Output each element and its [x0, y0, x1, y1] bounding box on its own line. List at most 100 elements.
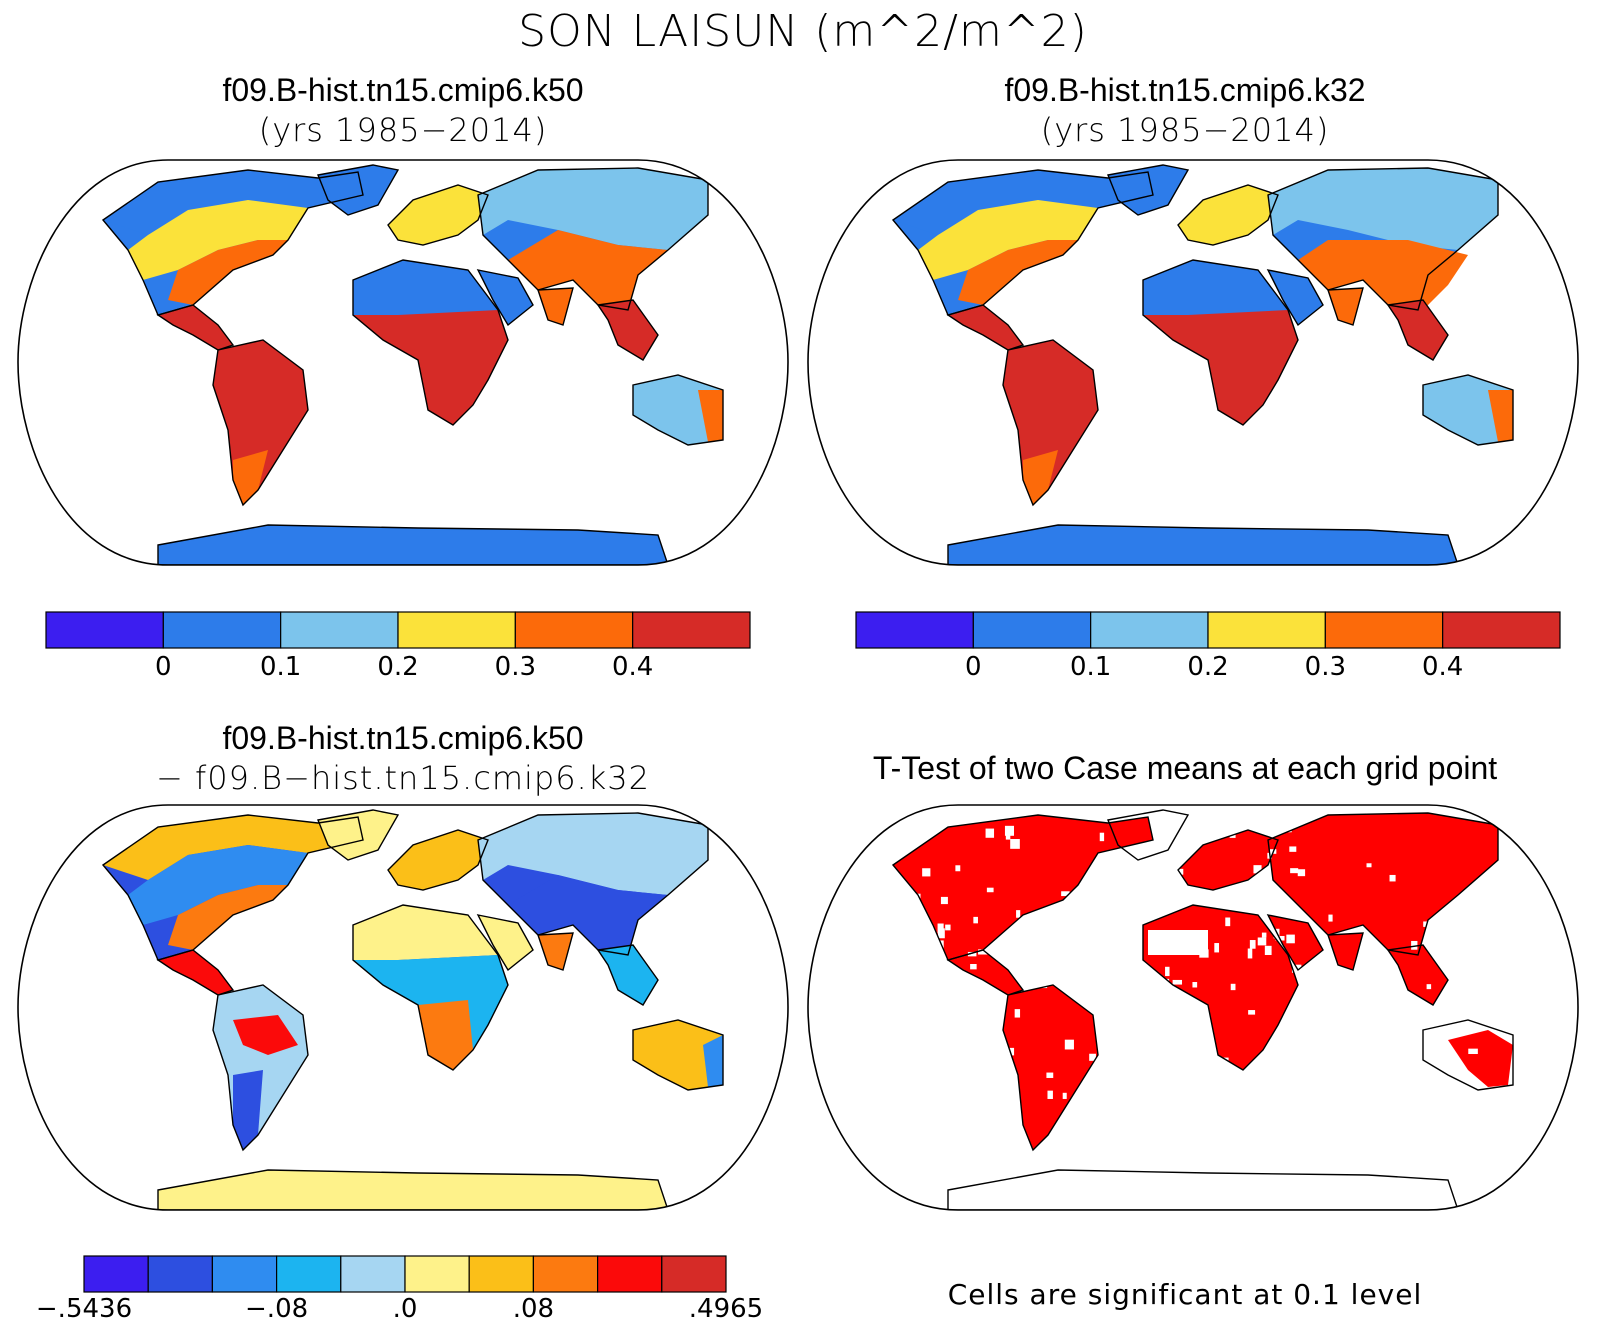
nonsignificant-cell — [1249, 940, 1256, 949]
coastline-greenland — [317, 809, 400, 861]
field-southAmerica-6 — [233, 1070, 263, 1150]
nonsignificant-cell — [1424, 1013, 1431, 1022]
ttest-footnote: Cells are significant at 0.1 level — [947, 1278, 1423, 1311]
map-case1-outline — [17, 159, 789, 566]
field-antarctica-17 — [948, 525, 1458, 565]
coastline-india — [1327, 287, 1364, 326]
field-australia-16 — [633, 1020, 723, 1090]
nonsignificant-cell — [1194, 839, 1201, 847]
land-antarctica — [948, 1170, 1458, 1210]
nonsignificant-cell — [1366, 863, 1372, 868]
colorbar-swatch — [661, 1255, 727, 1293]
coastline-india — [537, 932, 574, 971]
nonsignificant-cell — [952, 1071, 958, 1077]
coastline-africa — [1142, 259, 1299, 426]
significant-arabia — [1268, 915, 1323, 970]
field-northAmerica-1 — [918, 200, 1098, 280]
nonsignificant-cell — [985, 1027, 994, 1038]
coastline-northAmerica — [891, 169, 1154, 316]
nonsignificant-cell — [1039, 983, 1048, 989]
nonsignificant-cell — [935, 940, 944, 949]
colorbar-tick-label: 0.1 — [1069, 652, 1112, 682]
colorbar-tick-label: −.5436 — [35, 1294, 133, 1324]
colorbar-labels-case1: 0 0.1 0.2 0.3 0.4 — [46, 652, 750, 686]
field-europe-7 — [388, 830, 488, 890]
nonsignificant-cell — [1064, 1039, 1074, 1050]
nonsignificant-cell — [1172, 1069, 1181, 1077]
nonsignificant-cell — [1032, 935, 1041, 944]
nonsignificant-cell — [1287, 827, 1292, 833]
field-africa-9 — [1143, 260, 1288, 315]
nonsignificant-cell — [1289, 846, 1297, 852]
field-greenland-16 — [1108, 165, 1188, 215]
map-case2-content — [891, 164, 1514, 565]
nonsignificant-cell — [970, 963, 977, 970]
field-northAmerica-2 — [958, 240, 1078, 305]
nonsignificant-cell — [1214, 943, 1220, 953]
colorbar-swatch — [45, 611, 164, 649]
nonsignificant-cell — [1165, 966, 1170, 977]
map-case2-outline — [807, 159, 1579, 566]
nonsignificant-cell — [1196, 1021, 1206, 1032]
coastline-arabia — [476, 914, 534, 972]
nonsignificant-cell — [1290, 1068, 1297, 1078]
field-northAmerica-1 — [128, 200, 308, 280]
nonsignificant-cell — [1323, 1003, 1330, 1011]
nonsignificant-cell — [1230, 983, 1236, 991]
panel-title-case2-line2: (yrs 1985−2014) — [1040, 111, 1330, 149]
nonsignificant-cell — [1055, 957, 1060, 965]
nonsignificant-cell — [1010, 839, 1020, 849]
colorbar-swatch — [1207, 611, 1326, 649]
field-southAmerica-5 — [233, 450, 268, 505]
map-case2 — [807, 159, 1579, 566]
nonsignificant-cell — [1261, 932, 1267, 938]
nonsignificant-cell — [1127, 1083, 1136, 1093]
map-case1 — [17, 159, 789, 566]
field-asia-7 — [1268, 168, 1498, 250]
nonsignificant-cell — [955, 865, 961, 872]
colorbar-swatch — [340, 1255, 406, 1293]
nonsignificant-cell — [1177, 895, 1187, 901]
field-southAmerica-5 — [1023, 450, 1058, 505]
field-asia-9 — [508, 875, 668, 955]
field-antarctica-17 — [158, 525, 668, 565]
colorbar-swatch — [162, 611, 282, 649]
nonsignificant-cell — [1111, 923, 1117, 933]
coastline-antarctica — [157, 1169, 669, 1210]
coastline-centralAmerica — [946, 949, 1025, 996]
nonsignificant-cell — [1248, 1010, 1256, 1015]
nonsignificant-cell — [1423, 921, 1429, 927]
colorbar-diff — [83, 1255, 727, 1293]
field-asia-8 — [1298, 240, 1468, 310]
colorbar-tick-label: 0 — [155, 652, 172, 682]
field-southAmerica-4 — [1003, 340, 1098, 505]
coastline-antarctica — [947, 1169, 1459, 1210]
field-asia-7 — [478, 168, 708, 250]
nonsignificant-cell — [1257, 937, 1267, 946]
coastline-centralAmerica — [156, 949, 235, 996]
field-greenland-18 — [318, 810, 398, 860]
nonsignificant-cell — [973, 916, 978, 924]
coastline-australia — [1422, 374, 1514, 446]
panel-title-case2-line1: f09.B-hist.tn15.cmip6.k32 — [1004, 72, 1366, 108]
nonsignificant-cell — [925, 982, 934, 992]
colorbar-swatch — [468, 1255, 535, 1293]
field-southAmerica-5 — [233, 1015, 298, 1055]
nonsignificant-cell — [1445, 1065, 1455, 1074]
nonsignificant-cell — [1192, 982, 1198, 988]
nonsignificant-cell — [980, 1047, 990, 1053]
nonsignificant-cell — [1422, 1090, 1429, 1101]
field-greenland-16 — [318, 165, 398, 215]
colorbar-swatch — [83, 1255, 149, 1293]
nonsignificant-cell — [937, 923, 944, 934]
nonsignificant-cell — [908, 961, 915, 966]
colorbar-swatch — [855, 611, 974, 649]
nonsignificant-cell — [1142, 887, 1150, 892]
colorbar-swatch — [972, 611, 1092, 649]
coastline-seAsia — [596, 944, 659, 1006]
nonsignificant-cell — [978, 949, 988, 955]
nonsignificant-cell — [1005, 835, 1011, 840]
field-southAmerica-4 — [213, 340, 308, 505]
nonsignificant-cell — [1360, 1019, 1366, 1028]
coastline-northAmerica — [891, 814, 1154, 961]
